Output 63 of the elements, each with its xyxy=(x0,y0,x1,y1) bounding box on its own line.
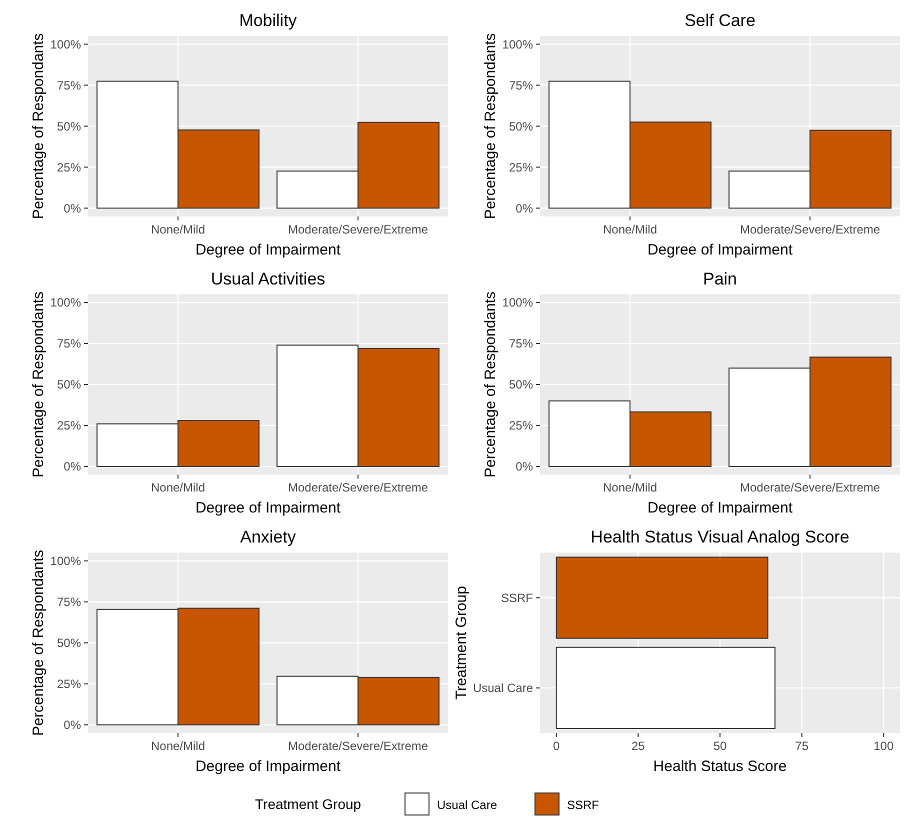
x-tick-label: Moderate/Severe/Extreme xyxy=(288,480,428,495)
y-tick-label: 75% xyxy=(508,336,534,351)
y-tick-label: 25% xyxy=(508,160,534,174)
y-tick-label: 50% xyxy=(56,119,82,134)
x-tick-label: Moderate/Severe/Extreme xyxy=(288,222,428,236)
y-tick-label: 50% xyxy=(508,378,534,392)
x-tick-label: 50 xyxy=(713,739,727,753)
x-tick-label: 75 xyxy=(795,739,809,753)
chart-title: Pain xyxy=(702,269,738,288)
y-tick-label: 75% xyxy=(56,78,82,92)
x-tick-label: None/Mild xyxy=(150,739,206,753)
y-tick-label: 0% xyxy=(64,201,82,216)
y-tick-label: 100% xyxy=(50,37,82,52)
y-tick-label: 100% xyxy=(502,37,534,52)
legend-label: Usual Care xyxy=(437,798,498,812)
legend-title: Treatment Group xyxy=(255,796,362,812)
y-tick-label: 100% xyxy=(50,554,82,568)
y-tick-label: 75% xyxy=(56,595,82,610)
y-tick-label: 0% xyxy=(64,460,82,474)
y-axis-title: Treatment Group xyxy=(453,586,470,700)
y-tick-label: Usual Care xyxy=(472,681,534,696)
y-tick-label: 50% xyxy=(56,378,82,392)
y-tick-label: 0% xyxy=(64,718,82,732)
x-tick-label: Moderate/Severe/Extreme xyxy=(740,480,880,495)
y-axis-title: Percentage of Respondants xyxy=(30,292,47,478)
y-tick-label: 25% xyxy=(508,418,534,433)
y-tick-label: 25% xyxy=(56,677,82,692)
x-tick-label: Moderate/Severe/Extreme xyxy=(740,222,880,236)
chart-title: Health Status Visual Analog Score xyxy=(590,528,850,547)
x-tick-label: 0 xyxy=(553,739,560,753)
x-tick-label: Moderate/Severe/Extreme xyxy=(288,739,428,753)
y-tick-label: 50% xyxy=(56,636,82,650)
chart-title: Self Care xyxy=(684,11,756,30)
chart-title: Mobility xyxy=(239,11,298,30)
y-tick-label: 75% xyxy=(56,336,82,351)
x-tick-label: 25 xyxy=(632,739,646,753)
y-tick-label: 25% xyxy=(56,418,82,433)
x-tick-label: 100 xyxy=(874,739,894,753)
x-axis-title: Degree of Impairment xyxy=(647,500,794,517)
chart-title: Anxiety xyxy=(240,528,296,547)
x-axis-title: Degree of Impairment xyxy=(195,241,342,258)
legend-label: SSRF xyxy=(567,798,600,812)
x-axis-title: Degree of Impairment xyxy=(195,758,342,775)
y-tick-label: 75% xyxy=(508,78,534,92)
y-tick-label: 100% xyxy=(50,296,82,310)
x-tick-label: None/Mild xyxy=(150,480,206,495)
y-axis-title: Percentage of Respondants xyxy=(30,33,47,220)
x-axis-title: Degree of Impairment xyxy=(647,241,794,258)
y-tick-label: 0% xyxy=(516,201,534,216)
y-axis-title: Percentage of Respondants xyxy=(30,550,47,736)
y-axis-title: Percentage of Respondants xyxy=(482,292,499,478)
y-tick-label: 0% xyxy=(516,460,534,474)
x-tick-label: None/Mild xyxy=(602,480,658,495)
y-tick-label: 50% xyxy=(508,119,534,134)
x-axis-title: Health Status Score xyxy=(653,758,787,775)
y-tick-label: 100% xyxy=(502,296,534,310)
chart-title: Usual Activities xyxy=(210,269,326,288)
y-tick-label: 25% xyxy=(56,160,82,174)
x-tick-label: None/Mild xyxy=(602,222,658,236)
y-tick-label: SSRF xyxy=(500,590,533,605)
x-tick-label: None/Mild xyxy=(150,222,206,236)
y-axis-title: Percentage of Respondants xyxy=(482,33,499,220)
x-axis-title: Degree of Impairment xyxy=(195,500,342,517)
